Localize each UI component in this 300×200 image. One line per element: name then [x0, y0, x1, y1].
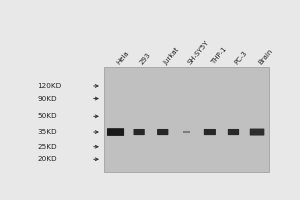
Text: 293: 293 [139, 51, 152, 66]
FancyBboxPatch shape [107, 128, 124, 136]
FancyBboxPatch shape [157, 129, 168, 135]
FancyBboxPatch shape [228, 129, 239, 135]
Text: 20KD: 20KD [38, 156, 57, 162]
FancyBboxPatch shape [250, 129, 264, 136]
Text: 25KD: 25KD [38, 144, 57, 150]
Text: SH-SY5Y: SH-SY5Y [186, 39, 210, 66]
Text: PC-3: PC-3 [233, 50, 248, 66]
Text: THP-1: THP-1 [210, 46, 228, 66]
FancyBboxPatch shape [134, 129, 145, 135]
Text: Jurkat: Jurkat [163, 46, 180, 66]
Text: 90KD: 90KD [38, 96, 57, 102]
Text: 50KD: 50KD [38, 113, 57, 119]
Bar [104, 67, 269, 172]
Text: Brain: Brain [257, 48, 274, 66]
FancyBboxPatch shape [204, 129, 216, 135]
Text: 35KD: 35KD [38, 129, 57, 135]
Text: 120KD: 120KD [38, 83, 62, 89]
Text: Hela: Hela [116, 50, 130, 66]
